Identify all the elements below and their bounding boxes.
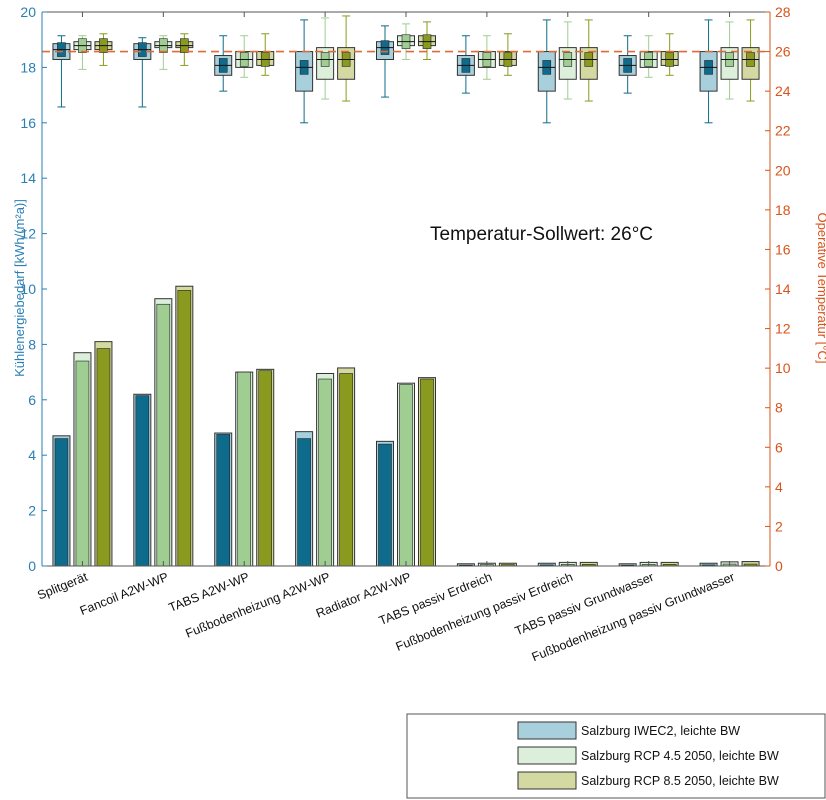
- bar-part: [177, 290, 192, 567]
- right-tick-label: 4: [775, 479, 783, 495]
- right-tick-label: 0: [775, 558, 783, 574]
- bar-part: [258, 370, 273, 567]
- bar-part: [135, 395, 150, 567]
- legend-box: [406, 713, 826, 799]
- left-tick-label: 4: [28, 447, 36, 463]
- right-tick-label: 8: [775, 400, 783, 416]
- right-tick-label: 26: [775, 44, 791, 60]
- category-label: Fancoil A2W-WP: [78, 570, 171, 618]
- legend-swatch-rcp45: [517, 746, 577, 765]
- bar-part: [378, 443, 392, 567]
- category-label: Splitgerät: [35, 570, 90, 603]
- right-tick-label: 18: [775, 202, 791, 218]
- left-tick-label: 6: [28, 392, 36, 408]
- left-tick-label: 12: [20, 226, 36, 242]
- right-tick-label: 12: [775, 321, 791, 337]
- legend-label-rcp85: Salzburg RCP 8.5 2050, leichte BW: [581, 774, 779, 788]
- bar-part: [420, 378, 434, 567]
- legend-swatch-iwec2: [517, 721, 577, 740]
- bar-part: [399, 384, 413, 567]
- boxes-layer: [52, 15, 760, 124]
- bar-part: [339, 373, 353, 567]
- bar-part: [237, 371, 252, 567]
- legend-swatch-rcp85: [517, 771, 577, 790]
- bars-layer: [52, 285, 760, 567]
- right-tick-label: 2: [775, 518, 783, 534]
- legend: Salzburg IWEC2, leichte BW Salzburg RCP …: [406, 713, 826, 799]
- left-tick-label: 8: [28, 336, 36, 352]
- bar-part: [96, 348, 111, 567]
- right-tick-label: 28: [775, 4, 791, 20]
- left-tick-label: 18: [20, 59, 36, 75]
- bar-part: [54, 438, 69, 567]
- left-tick-label: 16: [20, 115, 36, 131]
- right-tick-label: 14: [775, 281, 791, 297]
- left-tick-label: 0: [28, 558, 36, 574]
- category-label: Fußbodenheizung A2W-WP: [184, 570, 333, 641]
- bar-part: [156, 303, 171, 567]
- right-tick-label: 10: [775, 360, 791, 376]
- legend-label-rcp45: Salzburg RCP 4.5 2050, leichte BW: [581, 749, 779, 763]
- right-tick-label: 22: [775, 123, 791, 139]
- bar-part: [318, 378, 332, 567]
- left-tick-label: 20: [20, 4, 36, 20]
- legend-label-iwec2: Salzburg IWEC2, leichte BW: [581, 724, 740, 738]
- setpoint-annotation: Temperatur-Sollwert: 26°C: [430, 224, 653, 245]
- right-tick-label: 16: [775, 241, 791, 257]
- right-tick-label: 6: [775, 439, 783, 455]
- left-tick-label: 10: [20, 281, 36, 297]
- bar-part: [216, 434, 231, 567]
- bar-part: [297, 438, 311, 567]
- left-axis-label: Kühlenergiebedarf [kWh/(m²a)]: [12, 199, 27, 377]
- bar-part: [75, 360, 90, 567]
- left-tick-label: 14: [20, 170, 36, 186]
- category-label: TABS passiv Grundwasser: [513, 570, 656, 639]
- right-tick-label: 24: [775, 83, 791, 99]
- right-tick-label: 20: [775, 162, 791, 178]
- right-axis-label: Operative Temperatur [°C]: [815, 213, 826, 364]
- left-tick-label: 2: [28, 503, 36, 519]
